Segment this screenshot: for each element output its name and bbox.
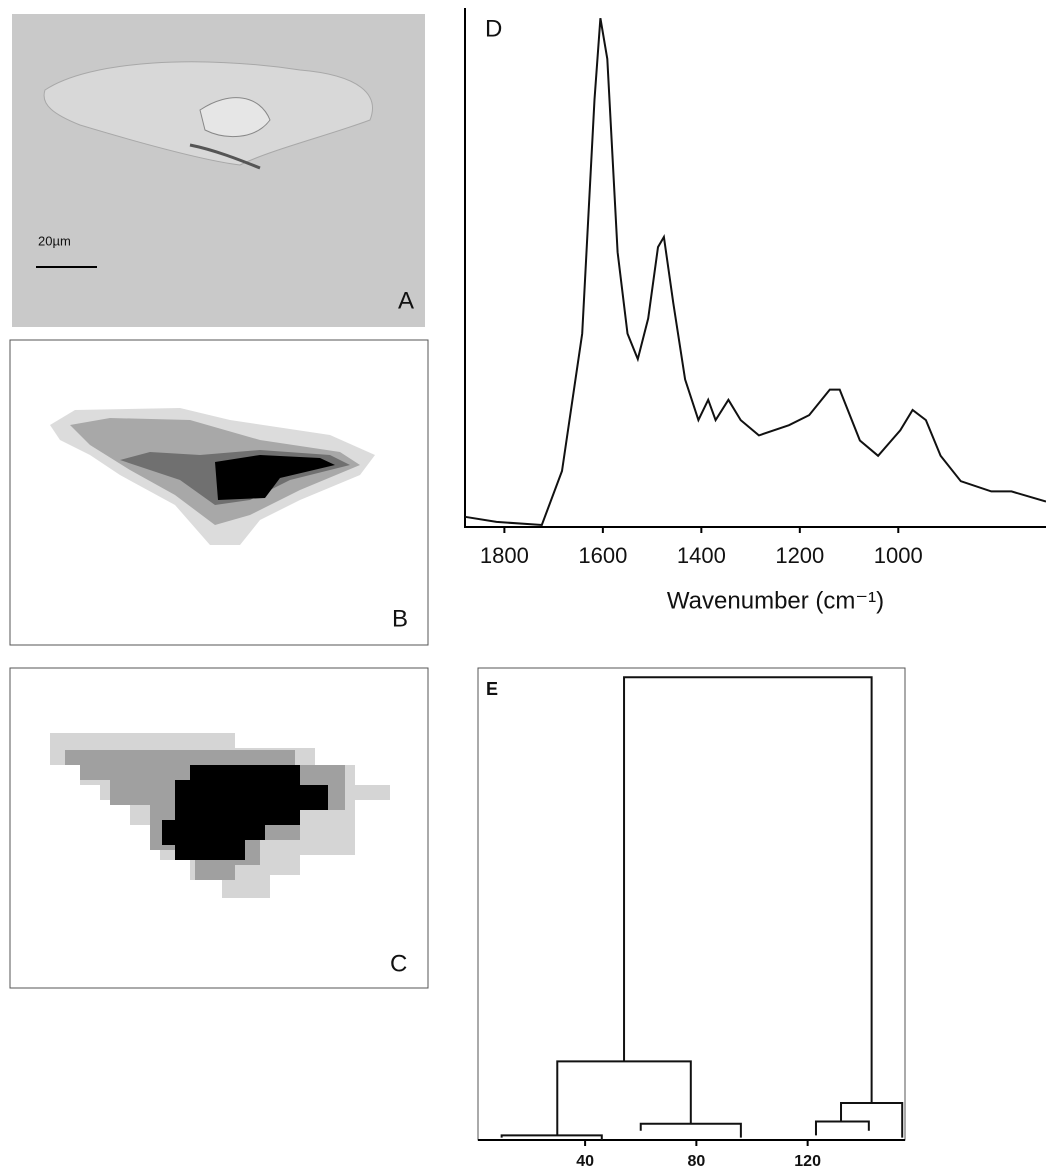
dendrogram-link — [814, 1120, 870, 1136]
panel-b: B — [9, 339, 429, 646]
spectrum-line — [464, 18, 1046, 527]
panel-c: C — [9, 667, 429, 989]
cluster-region — [162, 765, 328, 860]
x-tick-label: 40 — [576, 1153, 594, 1170]
nucleus — [199, 97, 271, 138]
x-tick-label: 1000 — [874, 543, 923, 568]
panel-a: 20µm A — [12, 14, 425, 327]
x-tick-label: 1600 — [578, 543, 627, 568]
x-tick-label: 1800 — [480, 543, 529, 568]
dendrogram-link — [500, 1134, 603, 1140]
panel-label: E — [486, 679, 498, 699]
dendrogram-link — [556, 1060, 692, 1136]
x-tick-label: 80 — [687, 1153, 705, 1170]
map-region — [215, 455, 335, 500]
dendrogram-link — [840, 1101, 904, 1138]
cell-edge — [189, 143, 261, 170]
panel-label: B — [392, 605, 408, 632]
dendrogram-link — [639, 1122, 742, 1138]
x-tick-label: 1400 — [677, 543, 726, 568]
dendrogram-link — [623, 676, 873, 1103]
x-tick-label: 1200 — [775, 543, 824, 568]
panel-label: D — [485, 15, 502, 42]
panel-label: A — [398, 287, 414, 314]
panel-label: C — [390, 950, 407, 977]
x-axis-label: Wavenumber (cm⁻¹) — [667, 587, 884, 614]
micrograph — [12, 14, 425, 327]
scale-bar-label: 20µm — [38, 233, 71, 248]
axis — [464, 8, 1046, 528]
x-tick-label: 120 — [794, 1153, 821, 1170]
